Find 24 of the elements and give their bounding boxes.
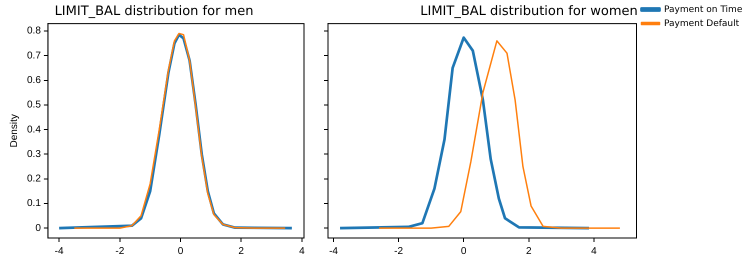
y-tick-label: 0.2 (26, 174, 42, 185)
x-tick-label: 2 (238, 246, 244, 257)
x-tick-label: -2 (394, 246, 404, 257)
legend-label: Payment on Time (664, 4, 743, 15)
y-tick-label: 0.1 (26, 198, 42, 210)
x-tick-label: 2 (526, 246, 532, 257)
x-tick-label: -4 (329, 246, 338, 257)
y-tick-label: 0.4 (26, 124, 42, 136)
x-tick-label: 4 (299, 246, 306, 257)
y-tick-label: 0.7 (26, 50, 42, 62)
x-tick-label: 4 (591, 246, 598, 257)
y-tick-label: 0.6 (26, 75, 42, 86)
y-tick-label: 0.8 (26, 26, 42, 37)
chart-title: LIMIT_BAL distribution for men (54, 4, 254, 20)
y-axis-title: Density (8, 114, 20, 148)
chart-title: LIMIT_BAL distribution for women (420, 4, 638, 20)
legend-label: Payment Default (664, 18, 740, 29)
y-tick-label: 0 (35, 222, 42, 234)
x-tick-label: -4 (54, 246, 64, 257)
x-tick-label: -2 (115, 246, 125, 257)
y-tick-label: 0.5 (26, 100, 42, 111)
y-tick-label: 0.3 (26, 148, 42, 160)
x-tick-label: 0 (178, 246, 184, 257)
x-tick-label: 0 (460, 246, 467, 257)
